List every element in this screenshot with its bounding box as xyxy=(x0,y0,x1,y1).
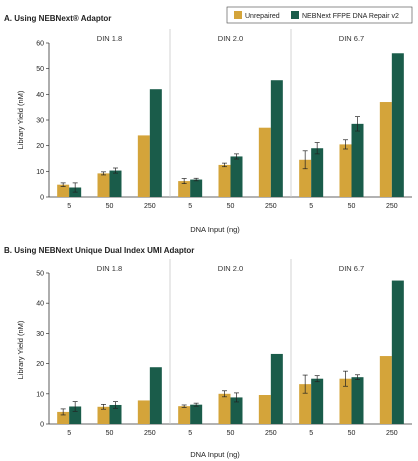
panel-a-y-tick-label: 50 xyxy=(36,66,44,73)
panel-a-y-tick-label: 30 xyxy=(36,118,44,125)
panel-b-bar xyxy=(391,280,404,424)
panel-b-bar xyxy=(299,384,312,424)
panel-b-x-tick-label: 250 xyxy=(265,430,277,437)
panel-b-group-label: DIN 6.7 xyxy=(339,264,364,273)
panel-b-title: B. Using NEBNext Unique Dual Index UMI A… xyxy=(4,246,194,255)
panel-b-group-label: DIN 2.0 xyxy=(218,264,243,273)
panel-a-y-tick-label: 20 xyxy=(36,143,44,150)
panel-a-bar xyxy=(339,144,352,197)
panel-a-bar xyxy=(351,123,364,197)
panel-b-bar xyxy=(339,378,352,424)
panel-b-x-tick-label: 5 xyxy=(188,430,192,437)
panel-b-y-tick-label: 0 xyxy=(40,422,44,429)
panel-a-bar xyxy=(379,102,392,197)
panel-a-bar xyxy=(391,53,404,198)
panel-b-bar xyxy=(379,356,392,424)
panel-a-group-label: DIN 2.0 xyxy=(218,34,243,43)
legend-swatch-unrepaired xyxy=(234,11,242,19)
panel-b-x-tick-label: 5 xyxy=(309,430,313,437)
panel-b-y-tick-label: 30 xyxy=(36,331,44,338)
panel-a-bar xyxy=(57,184,70,197)
panel-b-bar xyxy=(97,406,110,424)
panel-b-bar xyxy=(57,411,70,424)
panel-a-group-label: DIN 6.7 xyxy=(339,34,364,43)
panel-a-x-tick-label: 5 xyxy=(67,203,71,210)
panel-a-bar xyxy=(270,80,283,197)
panel-b-bar xyxy=(190,404,203,424)
panel-a-x-tick-label: 50 xyxy=(106,203,114,210)
panel-b-x-tick-label: 5 xyxy=(67,430,71,437)
panel-b-bar xyxy=(149,367,162,424)
panel-a-y-tick-label: 10 xyxy=(36,169,44,176)
legend-swatch-repaired xyxy=(291,11,299,19)
panel-b-x-tick-label: 250 xyxy=(386,430,398,437)
panel-a-x-tick-label: 5 xyxy=(309,203,313,210)
panel-a-y-tick-label: 0 xyxy=(40,195,44,202)
panel-b-bar xyxy=(178,406,191,424)
panel-a-bar xyxy=(178,181,191,197)
panel-b-bar xyxy=(109,404,122,424)
panel-b-y-tick-label: 10 xyxy=(36,391,44,398)
panel-b-x-tick-label: 50 xyxy=(227,430,235,437)
legend-label-repaired: NEBNext FFPE DNA Repair v2 xyxy=(302,13,399,20)
panel-a-x-tick-label: 250 xyxy=(386,203,398,210)
panel-a-bar xyxy=(299,159,312,197)
panel-a-y-tick-label: 60 xyxy=(36,41,44,48)
panel-b-y-tick-label: 20 xyxy=(36,361,44,368)
panel-a-bar xyxy=(258,127,271,197)
panel-b-ylabel: Library Yield (nM) xyxy=(16,320,25,379)
panel-b-bar xyxy=(137,400,150,424)
panel-a-bar xyxy=(230,156,243,197)
panel-a-ylabel: Library Yield (nM) xyxy=(16,90,25,149)
panel-a-bar xyxy=(218,164,231,197)
panel-b-bar xyxy=(230,397,243,424)
panel-a-x-tick-label: 5 xyxy=(188,203,192,210)
panel-b-x-tick-label: 50 xyxy=(106,430,114,437)
panel-b-bar xyxy=(270,353,283,424)
panel-b-bar xyxy=(69,406,82,424)
panel-b-xlabel: DNA Input (ng) xyxy=(190,450,240,459)
panel-b-y-tick-label: 40 xyxy=(36,301,44,308)
panel-a-bar xyxy=(109,170,122,197)
panel-a-bar xyxy=(97,173,110,197)
panel-a-x-tick-label: 250 xyxy=(144,203,156,210)
panel-b-bar xyxy=(258,395,271,424)
panel-a-title: A. Using NEBNext® Adaptor xyxy=(4,14,111,23)
panel-b-bar xyxy=(218,393,231,424)
panel-b-x-tick-label: 250 xyxy=(144,430,156,437)
panel-b-bar xyxy=(311,378,324,424)
panel-b-plot: 0 10 20 30 40 50 DIN 1.8 5 50 250 DIN 2.0 5 50 250 DIN… xyxy=(36,259,412,437)
panel-a-x-tick-label: 250 xyxy=(265,203,277,210)
panel-a-group-label: DIN 1.8 xyxy=(97,34,122,43)
panel-a-bar xyxy=(137,135,150,197)
panel-a-bar xyxy=(190,179,203,197)
panel-a-bar xyxy=(149,89,162,197)
panel-a-bar xyxy=(311,148,324,197)
panel-a-xlabel: DNA Input (ng) xyxy=(190,225,240,234)
panel-a-y-tick-label: 40 xyxy=(36,92,44,99)
panel-a-x-tick-label: 50 xyxy=(227,203,235,210)
panel-a-plot: 0 10 20 30 40 50 60 DIN 1.8 5 50 250 DIN 2.0 5 50 250 D… xyxy=(36,29,412,210)
legend: Unrepaired NEBNext FFPE DNA Repair v2 xyxy=(226,6,413,24)
panel-b-bar xyxy=(351,377,364,424)
panel-b-x-tick-label: 50 xyxy=(348,430,356,437)
legend-box xyxy=(226,6,413,24)
panel-b-y-tick-label: 50 xyxy=(36,271,44,278)
panel-b-group-label: DIN 1.8 xyxy=(97,264,122,273)
legend-label-unrepaired: Unrepaired xyxy=(245,13,280,20)
panel-a-x-tick-label: 50 xyxy=(348,203,356,210)
